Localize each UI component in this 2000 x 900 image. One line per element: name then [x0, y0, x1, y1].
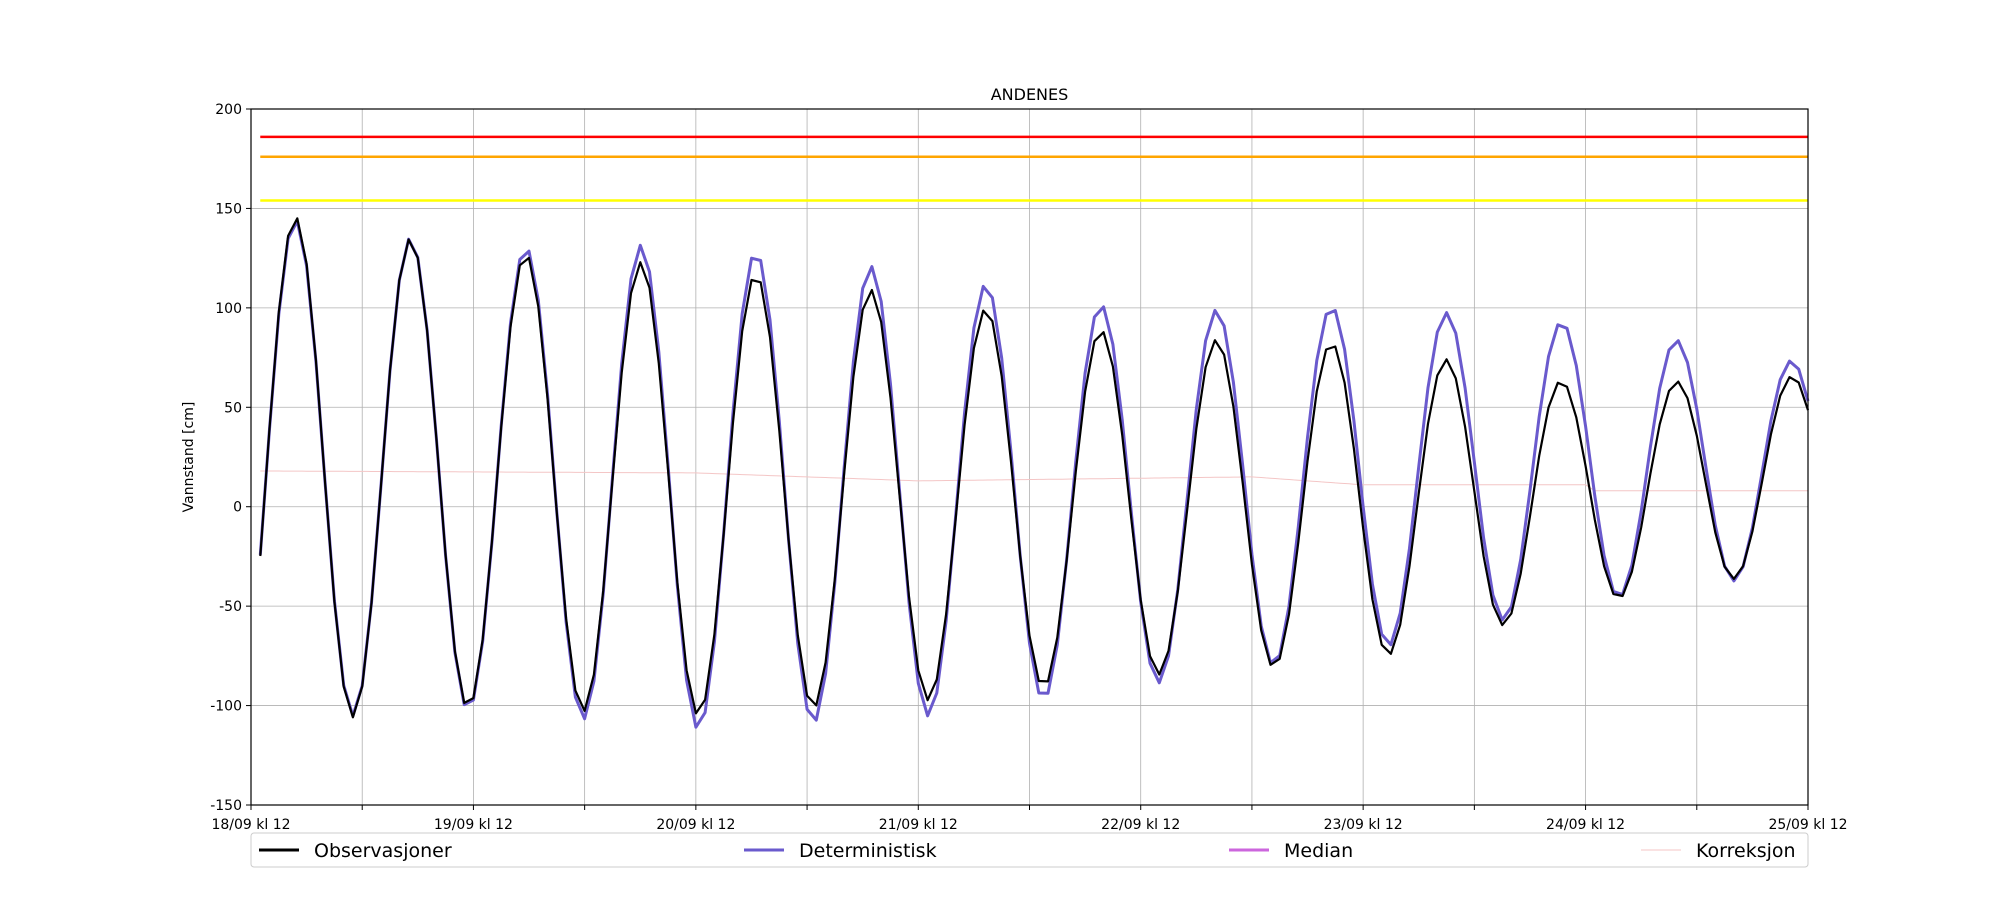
y-tick-label: 100 [215, 301, 242, 317]
x-tick-label: 20/09 kl 12 [656, 817, 735, 833]
y-tick-label: -50 [219, 599, 242, 615]
threshold-lines [260, 135, 1808, 202]
x-tick-label: 19/09 kl 12 [434, 817, 513, 833]
x-ticks: 18/09 kl 12 19/09 kl 12 20/09 kl 12 21/09 k… [211, 805, 1848, 833]
legend-label: Korreksjon [1696, 840, 1796, 862]
y-tick-label: 0 [233, 500, 242, 516]
legend-label: Deterministisk [799, 840, 937, 862]
x-tick-label: 23/09 kl 12 [1324, 817, 1403, 833]
y-tick-label: -100 [210, 699, 242, 715]
legend-label: Median [1284, 840, 1353, 862]
y-tick-label: 50 [224, 400, 242, 416]
chart-title: ANDENES [991, 85, 1069, 104]
series-line-observasjoner [259, 217, 1810, 719]
x-tick-label: 18/09 kl 12 [211, 817, 290, 833]
legend-label: Observasjoner [314, 840, 452, 862]
y-tick-label: 200 [215, 102, 242, 118]
x-tick-label: 21/09 kl 12 [879, 817, 958, 833]
series-line-korreksjon [260, 470, 1808, 492]
y-ticks: -150 -100 -50 0 50 100 150 200 [210, 102, 251, 814]
x-tick-label: 24/09 kl 12 [1546, 817, 1625, 833]
y-axis-label: Vannstand [cm] [181, 402, 197, 513]
y-tick-label: -150 [210, 798, 242, 814]
legend: Observasjoner Deterministisk Median Korreks… [250, 832, 1809, 868]
x-tick-label: 25/09 kl 12 [1768, 817, 1847, 833]
y-tick-label: 150 [215, 201, 242, 217]
legend-box [250, 832, 1809, 868]
series-lines [258, 217, 1810, 729]
x-tick-label: 22/09 kl 12 [1101, 817, 1180, 833]
